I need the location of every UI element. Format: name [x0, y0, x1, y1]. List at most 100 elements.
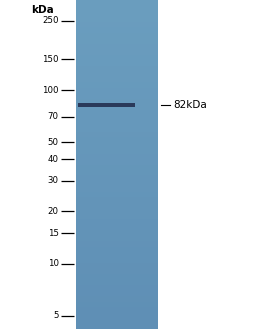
Bar	[76, 198, 157, 200]
Bar	[76, 24, 157, 25]
Bar	[76, 320, 157, 321]
Bar	[76, 152, 157, 154]
Bar	[76, 286, 157, 287]
Bar	[76, 217, 157, 218]
Bar	[76, 133, 157, 134]
Bar	[76, 317, 157, 318]
Bar	[76, 78, 157, 79]
Bar	[76, 157, 157, 158]
Bar	[76, 236, 157, 237]
Bar	[76, 248, 157, 249]
Bar	[76, 71, 157, 72]
Bar	[76, 307, 157, 308]
Bar	[76, 99, 157, 100]
Bar	[76, 72, 157, 73]
Bar	[76, 203, 157, 204]
Bar	[76, 134, 157, 135]
Bar	[76, 224, 157, 225]
Bar	[76, 105, 157, 106]
Bar	[76, 128, 157, 129]
Bar	[76, 77, 157, 78]
Bar	[76, 318, 157, 319]
Bar	[76, 140, 157, 141]
Bar	[76, 16, 157, 17]
Bar	[76, 266, 157, 267]
Bar	[76, 210, 157, 211]
Bar	[76, 190, 157, 191]
Bar	[76, 313, 157, 314]
Bar	[76, 35, 157, 36]
Bar	[76, 187, 157, 188]
Bar	[76, 270, 157, 271]
Bar	[76, 260, 157, 261]
Bar	[76, 87, 157, 88]
Bar	[76, 66, 157, 67]
Bar	[76, 242, 157, 243]
Bar	[76, 216, 157, 217]
Bar	[76, 11, 157, 12]
Bar	[76, 69, 157, 70]
Bar	[76, 151, 157, 152]
Bar	[76, 287, 157, 289]
Bar	[76, 31, 157, 32]
Bar	[76, 89, 157, 90]
Bar	[76, 315, 157, 316]
Bar	[76, 283, 157, 284]
Bar	[76, 73, 157, 75]
Bar	[76, 305, 157, 306]
Bar	[76, 32, 157, 33]
Bar	[76, 118, 157, 119]
Bar	[76, 150, 157, 151]
Bar	[76, 132, 157, 133]
Text: 30: 30	[47, 176, 58, 185]
Bar	[76, 155, 157, 156]
Bar	[76, 116, 157, 117]
Bar	[76, 228, 157, 229]
Bar	[76, 188, 157, 189]
Bar	[76, 279, 157, 280]
Bar	[76, 200, 157, 201]
Bar	[76, 102, 157, 103]
Bar	[76, 56, 157, 57]
Bar	[76, 189, 157, 190]
Bar	[76, 215, 157, 216]
Bar	[76, 138, 157, 139]
Bar	[76, 241, 157, 242]
Bar	[76, 243, 157, 244]
Bar	[76, 39, 157, 40]
Bar	[76, 299, 157, 300]
Bar	[76, 201, 157, 202]
Bar	[76, 272, 157, 273]
Bar	[76, 173, 157, 174]
Bar	[76, 115, 157, 116]
Bar	[76, 298, 157, 299]
Bar	[76, 108, 157, 109]
Bar	[76, 22, 157, 23]
Bar	[76, 100, 157, 101]
Bar	[76, 43, 157, 44]
Text: 82kDa: 82kDa	[173, 100, 206, 110]
Bar	[76, 156, 157, 157]
Bar	[76, 114, 157, 115]
Bar	[76, 207, 157, 208]
Bar	[76, 88, 157, 89]
Bar	[76, 113, 157, 114]
Bar	[76, 178, 157, 179]
Bar	[76, 249, 157, 250]
Bar	[76, 141, 157, 142]
Bar	[76, 144, 157, 145]
Bar	[76, 7, 157, 8]
Bar	[76, 123, 157, 124]
Bar	[76, 165, 157, 167]
Bar	[76, 3, 157, 4]
Bar	[76, 293, 157, 294]
Bar	[76, 139, 157, 140]
Bar	[76, 136, 157, 137]
Bar	[76, 244, 157, 246]
Text: kDa: kDa	[31, 5, 53, 14]
Bar	[76, 240, 157, 241]
Bar	[76, 48, 157, 49]
Bar	[76, 254, 157, 256]
Bar	[76, 62, 157, 63]
Bar	[76, 15, 157, 16]
